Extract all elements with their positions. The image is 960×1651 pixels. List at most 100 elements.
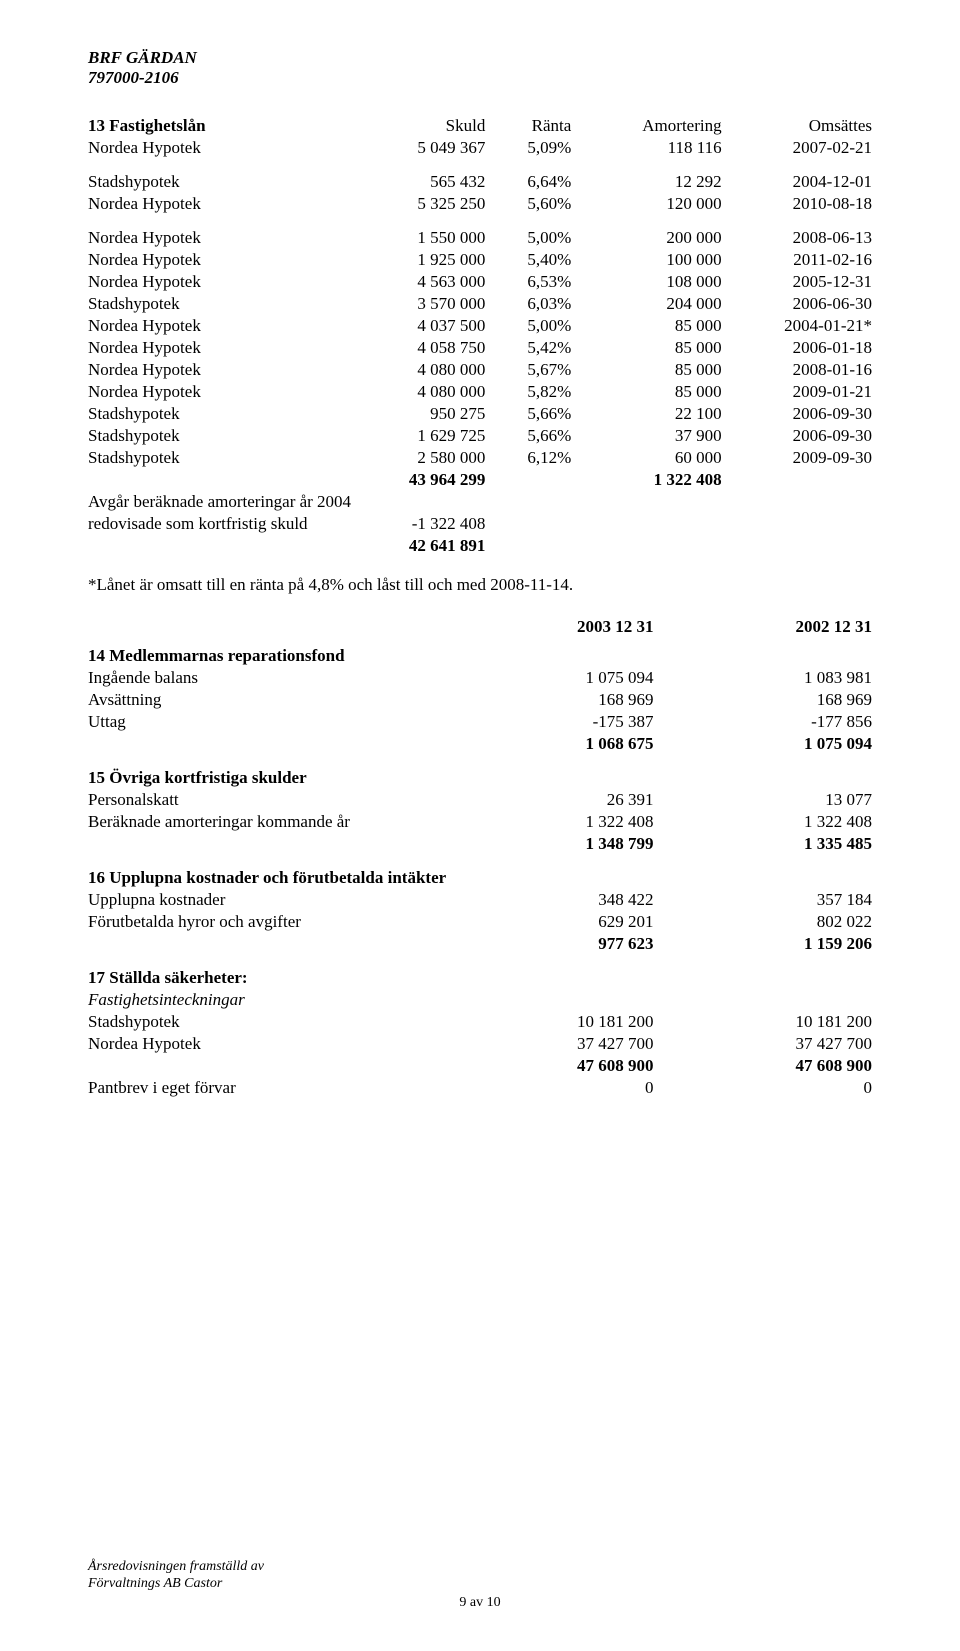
loan-ranta: 5,67% [485, 359, 571, 381]
footer-line-2: Förvaltnings AB Castor [88, 1576, 872, 1593]
page: BRF GÄRDAN 797000-2106 13 Fastighetslån … [0, 0, 960, 1651]
loan-amort: 200 000 [571, 227, 721, 249]
loan-row: Nordea Hypotek4 058 7505,42%85 0002006-0… [88, 337, 872, 359]
document-header: BRF GÄRDAN 797000-2106 [88, 48, 872, 89]
loan-skuld: 5 049 367 [356, 137, 485, 159]
row-value-2: 1 083 981 [654, 667, 873, 689]
s14-total-row: 1 068 675 1 075 094 [88, 733, 872, 755]
s14-total-2: 1 075 094 [654, 733, 873, 755]
loan-row: Nordea Hypotek1 550 0005,00%200 0002008-… [88, 227, 872, 249]
loan-skuld: 4 080 000 [356, 359, 485, 381]
loan-skuld: 5 325 250 [356, 193, 485, 215]
loan-lender: Nordea Hypotek [88, 227, 356, 249]
row-label: Ingående balans [88, 667, 435, 689]
loan-skuld: 2 580 000 [356, 447, 485, 469]
loan-amort: 108 000 [571, 271, 721, 293]
s17-pantbrev-row: Pantbrev i eget förvar 0 0 [88, 1077, 872, 1099]
loan-ranta: 6,64% [485, 171, 571, 193]
loan-oms: 2005-12-31 [722, 271, 872, 293]
col-head-ranta: Ränta [485, 115, 571, 137]
s14-total-1: 1 068 675 [435, 733, 653, 755]
footer-line-1: Årsredovisningen framställd av [88, 1559, 872, 1576]
row-value-2: 802 022 [654, 911, 873, 933]
company-name: BRF GÄRDAN [88, 48, 872, 68]
row-value-2: 168 969 [654, 689, 873, 711]
row-value-2: 37 427 700 [654, 1033, 873, 1055]
s17-pantbrev-label: Pantbrev i eget förvar [88, 1077, 435, 1099]
row-value-1: 10 181 200 [435, 1011, 653, 1033]
s17-pantbrev-1: 0 [435, 1077, 653, 1099]
s16-total-1: 977 623 [435, 933, 653, 955]
loan-oms: 2009-09-30 [722, 447, 872, 469]
row-label: Stadshypotek [88, 1011, 435, 1033]
loan-amort: 204 000 [571, 293, 721, 315]
loans-adj-label2: redovisade som kortfristig skuld [88, 513, 356, 535]
loan-oms: 2006-09-30 [722, 425, 872, 447]
loan-row: Stadshypotek1 629 7255,66%37 9002006-09-… [88, 425, 872, 447]
loan-skuld: 950 275 [356, 403, 485, 425]
loan-amort: 12 292 [571, 171, 721, 193]
loan-lender: Nordea Hypotek [88, 381, 356, 403]
loan-lender: Stadshypotek [88, 447, 356, 469]
loan-oms: 2006-09-30 [722, 403, 872, 425]
row-label: Uttag [88, 711, 435, 733]
loan-ranta: 6,03% [485, 293, 571, 315]
row-value-1: 629 201 [435, 911, 653, 933]
loan-skuld: 3 570 000 [356, 293, 485, 315]
s15-total-row: 1 348 799 1 335 485 [88, 833, 872, 855]
loan-ranta: 6,53% [485, 271, 571, 293]
table-row: Beräknade amorteringar kommande år1 322 … [88, 811, 872, 833]
row-value-2: 10 181 200 [654, 1011, 873, 1033]
section-title-15: 15 Övriga kortfristiga skulder [88, 767, 872, 789]
s15-total-2: 1 335 485 [654, 833, 873, 855]
table-row: Ingående balans1 075 0941 083 981 [88, 667, 872, 689]
loan-lender: Stadshypotek [88, 293, 356, 315]
loan-amort: 100 000 [571, 249, 721, 271]
loans-header-row: 13 Fastighetslån Skuld Ränta Amortering … [88, 115, 872, 137]
year-col-2: 2002 12 31 [654, 599, 873, 645]
loan-footnote: *Lånet är omsatt till en ränta på 4,8% o… [88, 575, 872, 595]
row-label: Avsättning [88, 689, 435, 711]
loans-adj-value-row: redovisade som kortfristig skuld -1 322 … [88, 513, 872, 535]
loan-lender: Stadshypotek [88, 171, 356, 193]
section-title-13: 13 Fastighetslån [88, 115, 356, 137]
section-title-17: 17 Ställda säkerheter: [88, 967, 872, 989]
years-row: 2003 12 31 2002 12 31 [88, 599, 872, 645]
org-number: 797000-2106 [88, 68, 872, 88]
loan-ranta: 5,42% [485, 337, 571, 359]
loan-amort: 120 000 [571, 193, 721, 215]
loan-row: Nordea Hypotek4 080 0005,67%85 0002008-0… [88, 359, 872, 381]
loan-row: Stadshypotek950 2755,66%22 1002006-09-30 [88, 403, 872, 425]
row-label: Personalskatt [88, 789, 435, 811]
row-value-2: 13 077 [654, 789, 873, 811]
loan-row: Stadshypotek565 4326,64%12 2922004-12-01 [88, 171, 872, 193]
year-col-1: 2003 12 31 [435, 599, 653, 645]
loan-row: Nordea Hypotek5 325 2505,60%120 0002010-… [88, 193, 872, 215]
loan-oms: 2011-02-16 [722, 249, 872, 271]
col-head-amort: Amortering [571, 115, 721, 137]
loan-ranta: 5,09% [485, 137, 571, 159]
loan-ranta: 6,12% [485, 447, 571, 469]
row-label: Förutbetalda hyror och avgifter [88, 911, 435, 933]
loan-skuld: 4 080 000 [356, 381, 485, 403]
loan-amort: 22 100 [571, 403, 721, 425]
page-footer: Årsredovisningen framställd av Förvaltni… [88, 1559, 872, 1611]
loans-total-skuld: 43 964 299 [356, 469, 485, 491]
loan-row: Stadshypotek2 580 0006,12%60 0002009-09-… [88, 447, 872, 469]
loans-adj-value: -1 322 408 [356, 513, 485, 535]
loan-amort: 85 000 [571, 381, 721, 403]
loans-adj-label1: Avgår beräknade amorteringar år 2004 [88, 491, 872, 513]
s17-subheading: Fastighetsinteckningar [88, 989, 872, 1011]
loan-oms: 2007-02-21 [722, 137, 872, 159]
table-row: Stadshypotek10 181 20010 181 200 [88, 1011, 872, 1033]
loan-skuld: 1 550 000 [356, 227, 485, 249]
s16-total-2: 1 159 206 [654, 933, 873, 955]
loan-row: Nordea Hypotek5 049 3675,09%118 1162007-… [88, 137, 872, 159]
row-value-1: 26 391 [435, 789, 653, 811]
col-head-skuld: Skuld [356, 115, 485, 137]
row-value-1: 348 422 [435, 889, 653, 911]
row-value-2: 357 184 [654, 889, 873, 911]
table-row: Nordea Hypotek37 427 70037 427 700 [88, 1033, 872, 1055]
loan-skuld: 4 037 500 [356, 315, 485, 337]
table-row: Personalskatt26 39113 077 [88, 789, 872, 811]
